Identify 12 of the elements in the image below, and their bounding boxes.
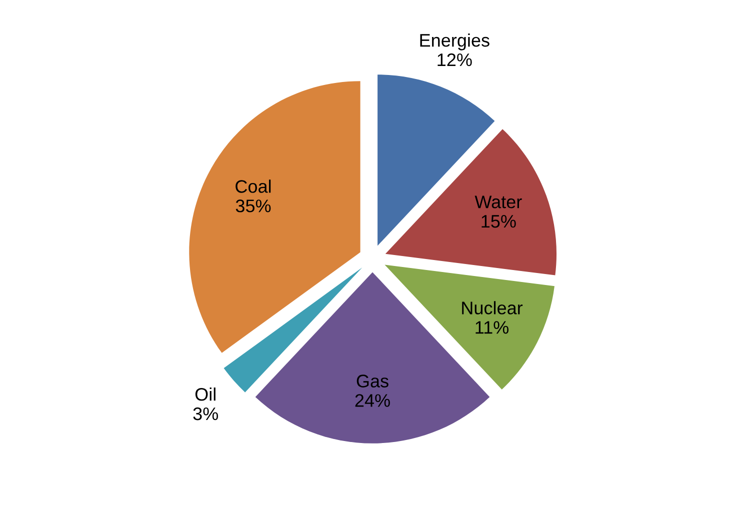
slice-label: Energies (420, 33, 490, 50)
data-label: 15% (482, 215, 516, 228)
slice-label: Gas (356, 374, 388, 388)
data-label: 35% (236, 200, 271, 212)
data-label: 11% (476, 321, 509, 334)
data-label: 24% (355, 394, 390, 407)
slice-label: Coal (236, 180, 271, 193)
slice-label: Water (474, 196, 522, 208)
data-label: 12% (438, 53, 472, 66)
slice-label: Oil (195, 387, 216, 401)
data-label: 3% (193, 407, 218, 420)
slice-label: Nuclear (462, 301, 523, 314)
